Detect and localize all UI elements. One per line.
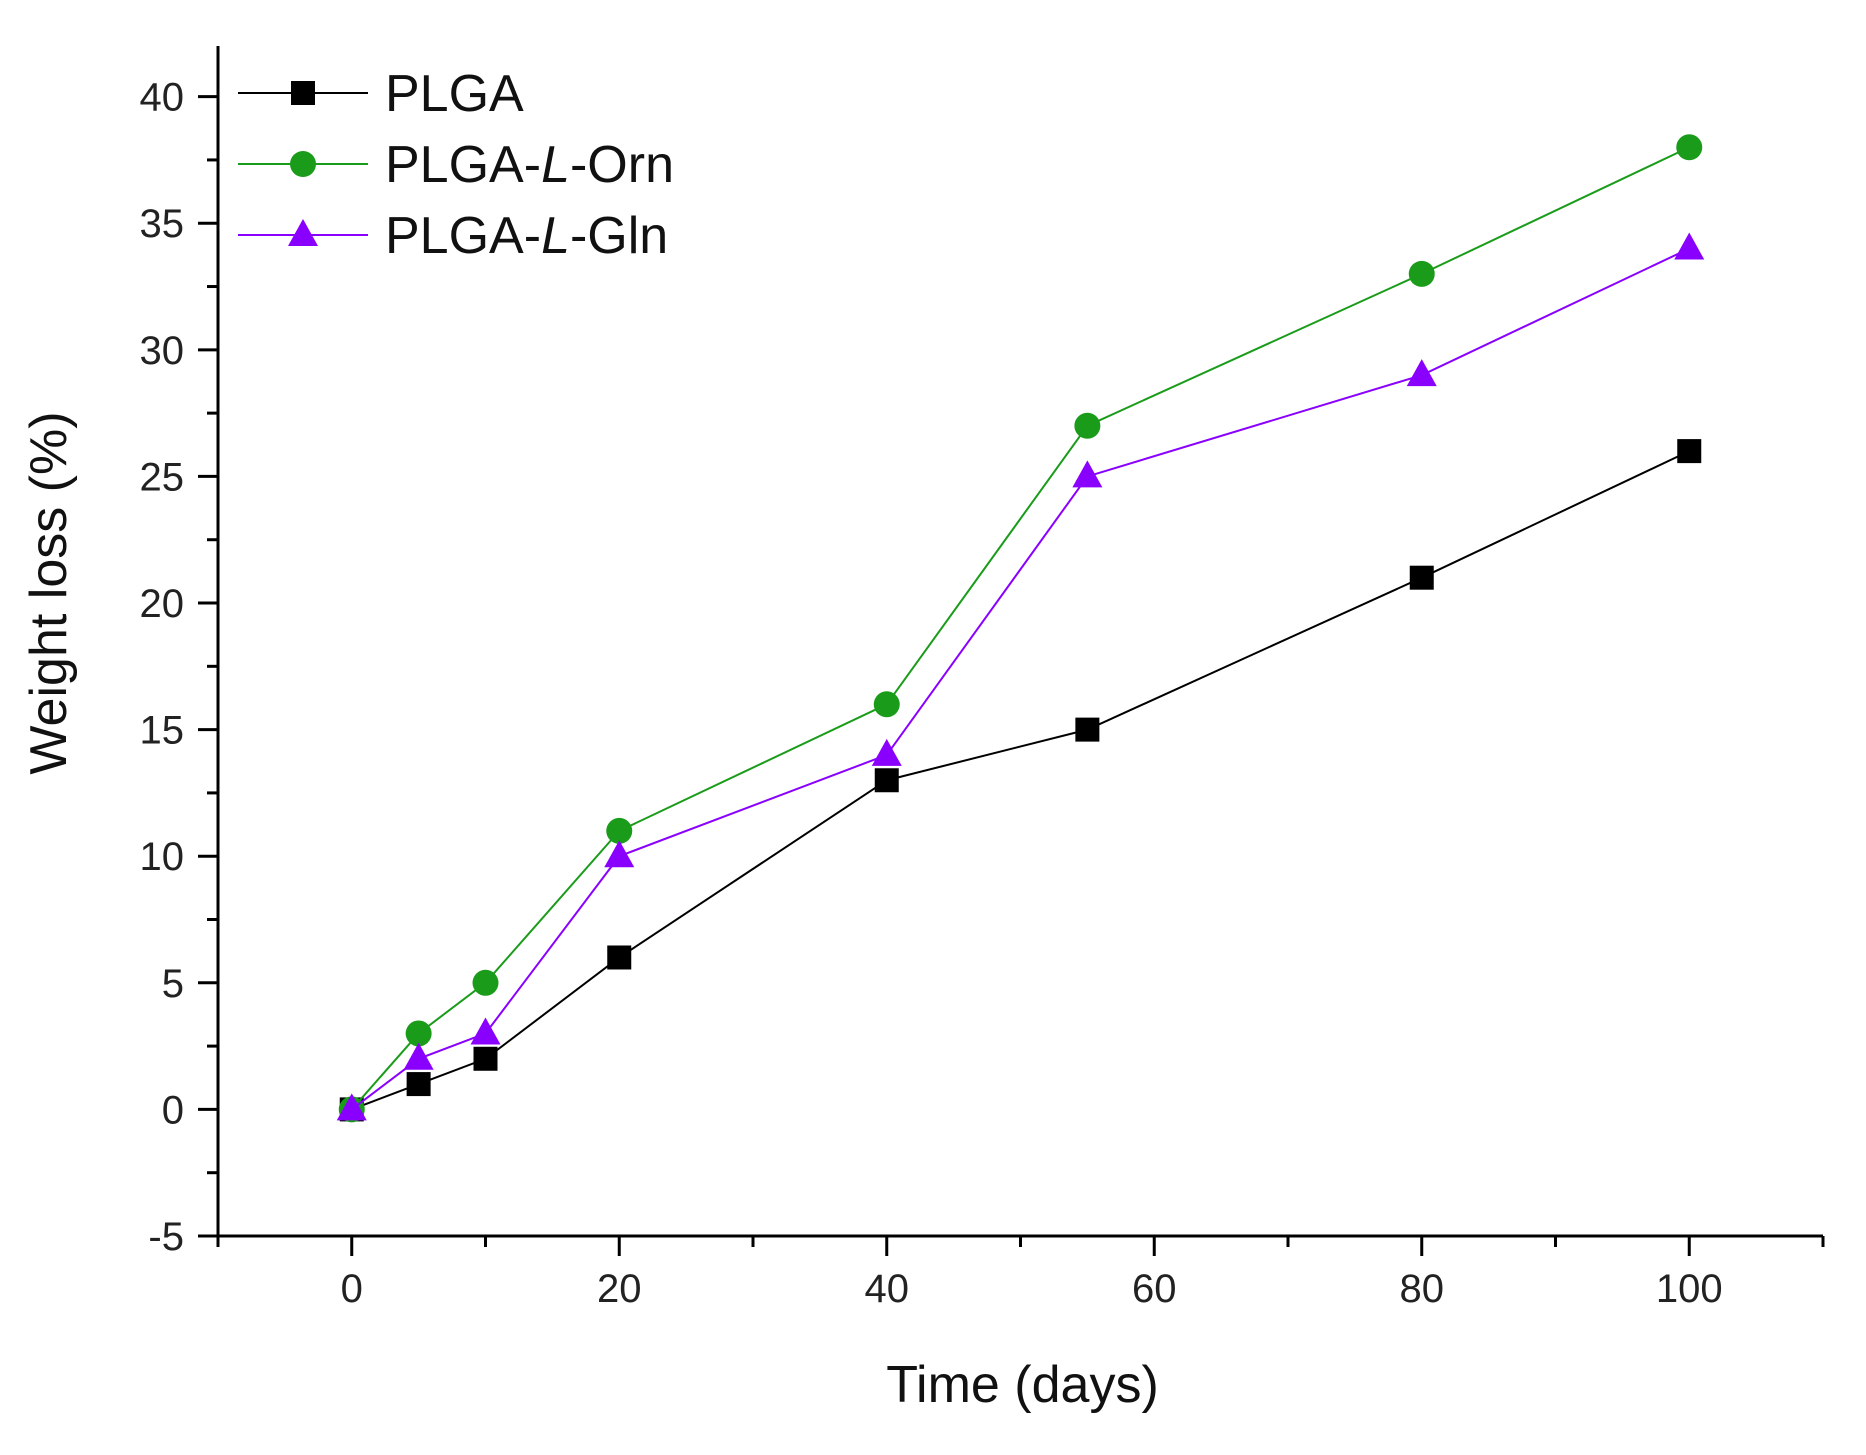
legend-marker xyxy=(291,81,315,105)
legend-label-part: PLGA- xyxy=(385,207,541,265)
x-tick-label: 60 xyxy=(1132,1267,1177,1311)
series xyxy=(336,134,1705,1123)
legend-item: PLGA-L-Orn xyxy=(238,136,674,194)
series-PLGA-L-Gln xyxy=(336,232,1705,1121)
x-tick-label: 80 xyxy=(1400,1267,1445,1311)
data-point xyxy=(405,1020,432,1047)
y-tick-label: 0 xyxy=(162,1088,184,1132)
legend-label: PLGA-L-Gln xyxy=(385,207,668,265)
series-PLGA xyxy=(339,439,1702,1122)
data-point xyxy=(473,1046,498,1071)
series-PLGA-L-Orn xyxy=(338,134,1703,1123)
series-line xyxy=(350,146,1690,1111)
data-point xyxy=(873,691,900,718)
x-tick-label: 0 xyxy=(341,1267,363,1311)
y-ticks: -5 0 5 10 15 20 25 30 35 40 xyxy=(140,76,218,1259)
y-tick-label: -5 xyxy=(148,1215,184,1259)
y-tick-label: 35 xyxy=(140,202,185,246)
data-point xyxy=(874,768,899,793)
data-point xyxy=(607,945,632,970)
y-tick-label: 5 xyxy=(162,962,184,1006)
legend-label-part: -Orn xyxy=(570,136,674,194)
data-point xyxy=(1406,359,1437,387)
x-tick-label: 40 xyxy=(865,1267,910,1311)
data-point xyxy=(336,1093,367,1121)
data-point xyxy=(604,840,635,868)
legend-item: PLGA xyxy=(238,65,524,123)
x-ticks: 0 20 40 60 80 100 xyxy=(216,1236,1825,1311)
data-point xyxy=(1677,439,1702,464)
data-point xyxy=(403,1042,434,1070)
x-tick-label: 20 xyxy=(597,1267,642,1311)
legend-label-part: -Gln xyxy=(570,207,668,265)
data-point xyxy=(871,738,902,766)
data-point xyxy=(472,969,499,996)
data-point xyxy=(470,1017,501,1045)
data-point xyxy=(1072,460,1103,488)
data-point xyxy=(1408,260,1435,287)
legend-marker xyxy=(288,219,318,246)
series-line xyxy=(351,450,1690,1111)
legend-label: PLGA-L-Orn xyxy=(385,136,674,194)
y-tick-label: 20 xyxy=(140,582,185,626)
y-tick-label: 25 xyxy=(140,455,185,499)
data-point xyxy=(606,817,633,844)
legend-label-part: PLGA- xyxy=(385,136,541,194)
y-tick-label: 30 xyxy=(140,329,185,373)
data-point xyxy=(406,1072,431,1097)
y-tick-label: 40 xyxy=(140,76,185,120)
x-axis-title: Time (days) xyxy=(886,1356,1159,1414)
data-point xyxy=(1409,565,1434,590)
y-tick-label: 10 xyxy=(140,835,185,879)
data-point xyxy=(1075,717,1100,742)
data-point xyxy=(1676,134,1703,161)
data-point xyxy=(1074,412,1101,439)
data-point xyxy=(1674,232,1705,260)
series-line xyxy=(351,247,1690,1111)
y-tick-label: 15 xyxy=(140,709,185,753)
x-tick-label: 100 xyxy=(1656,1267,1723,1311)
y-axis-title: Weight loss (%) xyxy=(20,411,78,774)
legend-label: PLGA xyxy=(385,65,524,123)
legend-item: PLGA-L-Gln xyxy=(238,207,668,265)
legend-label-part: PLGA xyxy=(385,65,524,123)
legend-label-part: L xyxy=(541,136,570,194)
legend-label-part: L xyxy=(541,207,570,265)
legend-marker xyxy=(290,151,316,177)
